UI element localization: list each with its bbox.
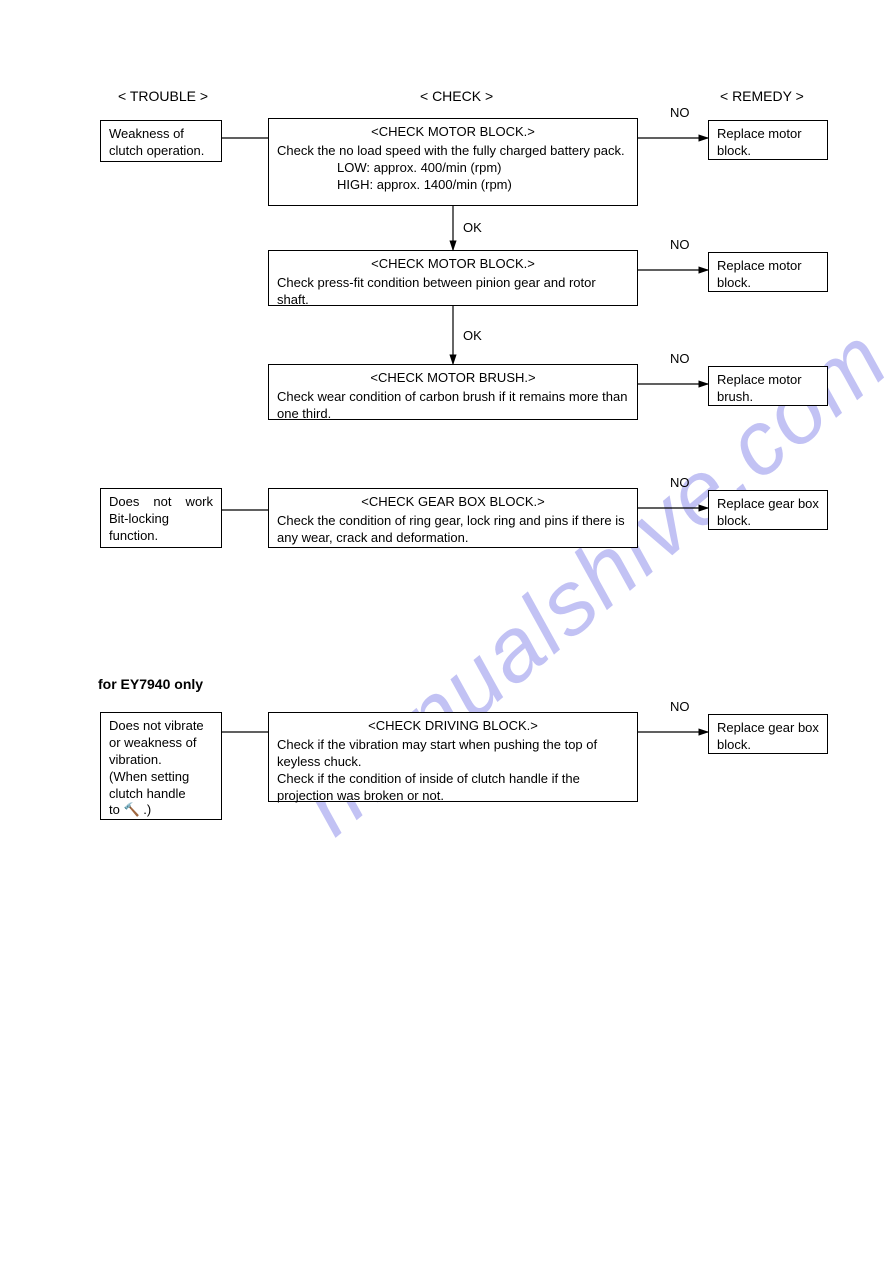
trouble-text-2: Does not work Bit-locking function. (109, 494, 213, 543)
check-title-4: <CHECK GEAR BOX BLOCK.> (277, 494, 629, 511)
check-title-3: <CHECK MOTOR BRUSH.> (277, 370, 629, 387)
check-body-5: Check if the vibration may start when pu… (277, 737, 597, 803)
check-box-2: <CHECK MOTOR BLOCK.> Check press-fit con… (268, 250, 638, 306)
check-body-2: Check press-fit condition between pinion… (277, 275, 596, 307)
remedy-box-1: Replace motor block. (708, 120, 828, 160)
remedy-box-4: Replace gear box block. (708, 490, 828, 530)
label-no-4: NO (670, 475, 690, 490)
header-remedy: < REMEDY > (720, 88, 804, 104)
label-ok-1: OK (463, 220, 482, 235)
label-no-5: NO (670, 699, 690, 714)
trouble-box-3: Does not vibrate or weakness of vibratio… (100, 712, 222, 820)
check-title-2: <CHECK MOTOR BLOCK.> (277, 256, 629, 273)
check-box-4: <CHECK GEAR BOX BLOCK.> Check the condit… (268, 488, 638, 548)
trouble-box-2: Does not work Bit-locking function. (100, 488, 222, 548)
remedy-box-3: Replace motor brush. (708, 366, 828, 406)
remedy-text-5: Replace gear box block. (717, 720, 819, 752)
header-trouble: < TROUBLE > (118, 88, 208, 104)
check-extra-1a: LOW: approx. 400/min (rpm) (337, 160, 629, 177)
trouble-text-3c: clutch handle (109, 786, 186, 801)
remedy-box-2: Replace motor block. (708, 252, 828, 292)
label-no-1: NO (670, 105, 690, 120)
check-box-1: <CHECK MOTOR BLOCK.> Check the no load s… (268, 118, 638, 206)
label-no-2: NO (670, 237, 690, 252)
check-extra-1b: HIGH: approx. 1400/min (rpm) (337, 177, 629, 194)
trouble-box-1: Weakness of clutch operation. (100, 120, 222, 162)
trouble-text-3b: (When setting (109, 769, 189, 784)
trouble-text-1: Weakness of clutch operation. (109, 126, 204, 158)
label-no-3: NO (670, 351, 690, 366)
check-title-1: <CHECK MOTOR BLOCK.> (277, 124, 629, 141)
header-check: < CHECK > (420, 88, 493, 104)
check-title-5: <CHECK DRIVING BLOCK.> (277, 718, 629, 735)
remedy-text-2: Replace motor block. (717, 258, 802, 290)
check-box-5: <CHECK DRIVING BLOCK.> Check if the vibr… (268, 712, 638, 802)
remedy-text-3: Replace motor brush. (717, 372, 802, 404)
check-body-1: Check the no load speed with the fully c… (277, 143, 625, 158)
check-box-3: <CHECK MOTOR BRUSH.> Check wear conditio… (268, 364, 638, 420)
remedy-text-1: Replace motor block. (717, 126, 802, 158)
check-body-4: Check the condition of ring gear, lock r… (277, 513, 625, 545)
section-label: for EY7940 only (98, 676, 203, 692)
page-root: { "layout": { "page_width": 893, "page_h… (0, 0, 893, 1263)
check-body-3: Check wear condition of carbon brush if … (277, 389, 627, 421)
label-ok-2: OK (463, 328, 482, 343)
remedy-text-4: Replace gear box block. (717, 496, 819, 528)
trouble-text-3d: to 🔨 .) (109, 802, 151, 817)
remedy-box-5: Replace gear box block. (708, 714, 828, 754)
trouble-text-3a: Does not vibrate or weakness of vibratio… (109, 718, 204, 767)
